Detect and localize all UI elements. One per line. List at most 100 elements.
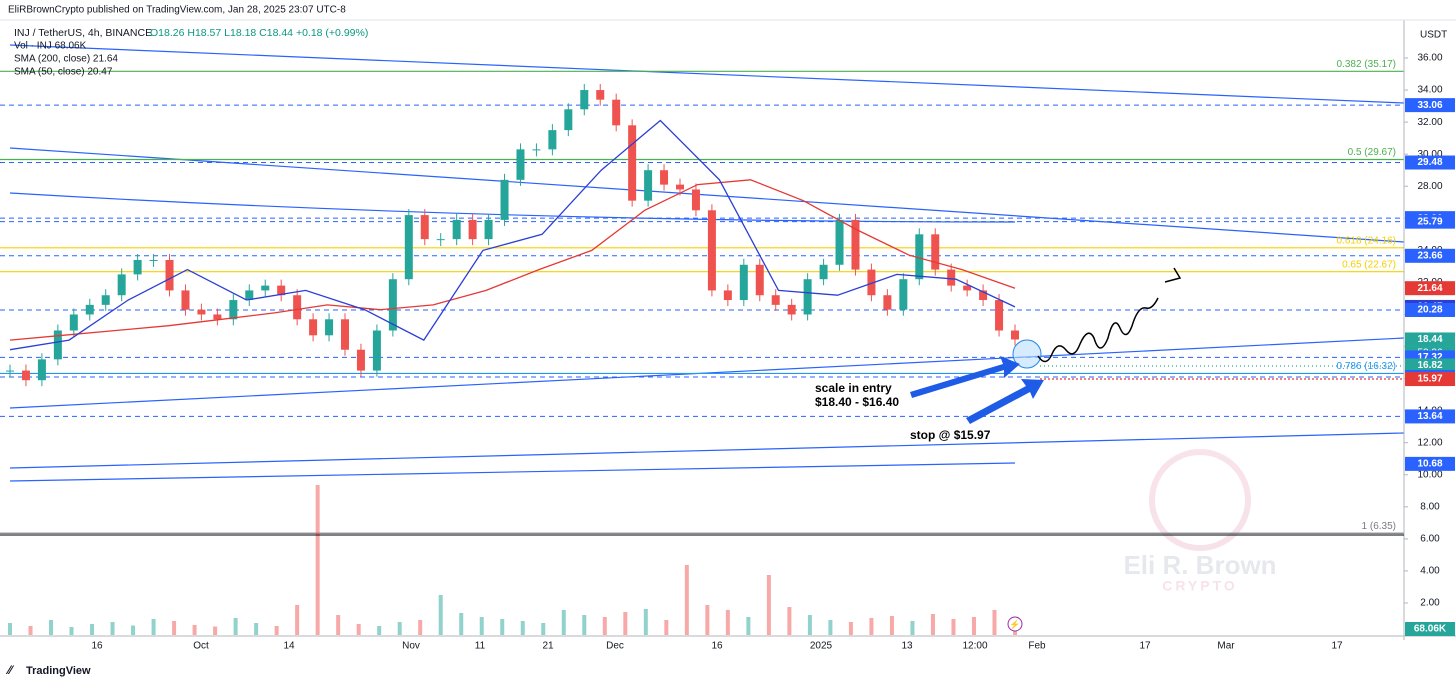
volume-bar bbox=[69, 627, 74, 635]
price-label-box bbox=[1405, 372, 1455, 387]
candle bbox=[181, 290, 190, 310]
price-label-box bbox=[1405, 456, 1455, 471]
candle bbox=[133, 259, 142, 275]
candle bbox=[484, 219, 493, 240]
candle bbox=[532, 149, 541, 151]
candle bbox=[325, 319, 334, 336]
volume-bar bbox=[131, 625, 136, 635]
projection-path bbox=[1037, 297, 1159, 363]
volume-bar bbox=[172, 621, 177, 635]
y-tick-label: 36.00 bbox=[1417, 53, 1442, 64]
candle bbox=[644, 170, 653, 201]
volume-bar bbox=[643, 609, 648, 635]
candle bbox=[341, 319, 349, 350]
candle bbox=[660, 170, 669, 185]
volume-bar bbox=[766, 575, 771, 635]
volume-bar bbox=[787, 607, 792, 635]
volume-bar bbox=[459, 613, 464, 635]
y-tick-label: 30.00 bbox=[1417, 149, 1442, 160]
volume-bar bbox=[479, 617, 484, 635]
volume-bar bbox=[725, 610, 730, 635]
candle bbox=[851, 219, 860, 270]
watermark: Eli R. Brown CRYPTO bbox=[1123, 449, 1277, 594]
volume-bar bbox=[992, 610, 997, 635]
candle bbox=[37, 359, 46, 381]
entry-arrow bbox=[910, 356, 1020, 398]
footer-logo: ⁄⁄ bbox=[5, 663, 15, 677]
candle bbox=[404, 215, 413, 280]
events-icon[interactable] bbox=[1007, 616, 1023, 632]
candle bbox=[213, 314, 222, 320]
watermark-name: Eli R. Brown bbox=[1123, 550, 1276, 580]
volume-bar bbox=[541, 623, 546, 635]
annotations: scale in entry $18.40 - $16.40 stop @ $1… bbox=[815, 267, 1182, 632]
candle bbox=[883, 295, 892, 310]
volume-label-box bbox=[1405, 622, 1455, 636]
candle bbox=[277, 285, 286, 296]
candle bbox=[356, 349, 365, 371]
price-label: 20.28 bbox=[1417, 305, 1442, 316]
candle bbox=[787, 304, 796, 315]
volume-legend: Vol · INJ 68.06K bbox=[14, 41, 87, 52]
candle bbox=[723, 290, 732, 301]
sma-line bbox=[9, 119, 1016, 351]
volume-bar bbox=[869, 618, 874, 635]
candle bbox=[101, 295, 110, 305]
symbol: INJ / TetherUS, 4h, BINANCE bbox=[14, 27, 152, 39]
candle bbox=[580, 90, 589, 110]
candle bbox=[771, 295, 780, 305]
volume-bar bbox=[213, 626, 218, 635]
x-tick-label: 11 bbox=[475, 641, 486, 652]
x-tick-label: 17 bbox=[1331, 641, 1343, 652]
candle bbox=[245, 290, 254, 301]
candle bbox=[707, 210, 716, 291]
stop-arrow bbox=[966, 379, 1044, 424]
volume-bar bbox=[848, 622, 853, 635]
volume-bar bbox=[684, 565, 689, 635]
price-label-box bbox=[1405, 214, 1455, 229]
candle bbox=[21, 370, 30, 381]
price-label-box bbox=[1405, 98, 1455, 113]
price-label: 29.48 bbox=[1417, 157, 1442, 168]
entry-title: scale in entry bbox=[815, 381, 892, 395]
volume-label: 68.06K bbox=[1414, 624, 1447, 635]
candle bbox=[309, 319, 318, 336]
events-icon-glyph: ⚡ bbox=[1009, 618, 1020, 630]
projection-arrowhead bbox=[1164, 267, 1182, 283]
entry-range: $18.40 - $16.40 bbox=[815, 395, 899, 409]
volume-bar bbox=[889, 616, 894, 635]
sma200-legend: SMA (200, close) 21.64 bbox=[14, 54, 118, 65]
price-label-box bbox=[1405, 332, 1455, 347]
publisher: EliRBrownCrypto published on TradingView… bbox=[8, 5, 346, 16]
y-tick-label: 2.00 bbox=[1420, 598, 1440, 609]
price-label: 33.06 bbox=[1417, 100, 1442, 111]
candle bbox=[165, 259, 174, 291]
trend-line bbox=[9, 44, 1405, 104]
price-label: 21.64 bbox=[1417, 283, 1442, 294]
candle bbox=[388, 279, 397, 331]
candle bbox=[899, 279, 908, 310]
watermark-logo bbox=[1149, 449, 1251, 551]
volume-bar bbox=[274, 626, 279, 635]
candle bbox=[612, 99, 621, 126]
volume-bar bbox=[151, 619, 156, 635]
volume-bar bbox=[233, 618, 238, 635]
x-tick-label: Feb bbox=[1028, 641, 1046, 652]
ohlc: O18.26 H18.57 L18.18 C18.44 +0.18 (+0.99… bbox=[150, 27, 368, 39]
y-tick-label: 12.00 bbox=[1417, 437, 1442, 448]
volume-bar bbox=[356, 624, 361, 635]
y-tick-label: 28.00 bbox=[1417, 181, 1442, 192]
x-tick-label: 13 bbox=[901, 641, 913, 652]
volume-bar bbox=[295, 605, 300, 635]
sma50-legend: SMA (50, close) 20.47 bbox=[14, 67, 113, 78]
candle bbox=[835, 219, 844, 265]
price-label-box bbox=[1405, 155, 1455, 170]
volume-bar bbox=[561, 610, 566, 635]
volume-bar bbox=[28, 626, 33, 635]
candle bbox=[500, 179, 509, 220]
price-label-box bbox=[1405, 248, 1455, 263]
y-tick-label: 32.00 bbox=[1417, 117, 1442, 128]
watermark-tag: CRYPTO bbox=[1162, 578, 1238, 594]
price-label: 10.68 bbox=[1417, 459, 1442, 470]
candle bbox=[819, 264, 828, 280]
